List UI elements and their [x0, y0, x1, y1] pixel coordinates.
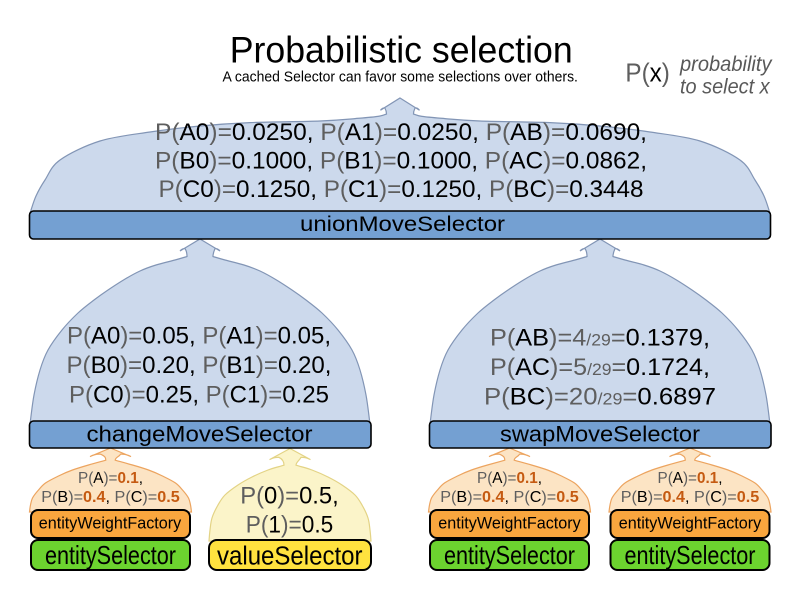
svg-text:entityWeightFactory: entityWeightFactory — [619, 514, 762, 532]
svg-text:P(B)=0.4, P(C)=0.5: P(B)=0.4, P(C)=0.5 — [621, 489, 760, 506]
svg-text:unionMoveSelector: unionMoveSelector — [300, 213, 505, 236]
svg-text:P(A0)=0.05, P(A1)=0.05,: P(A0)=0.05, P(A1)=0.05, — [67, 322, 331, 349]
svg-text:P(AB)=4/29=0.1379,: P(AB)=4/29=0.1379, — [490, 325, 710, 352]
svg-text:valueSelector: valueSelector — [217, 542, 363, 570]
svg-text:P(AC)=5/29=0.1724,: P(AC)=5/29=0.1724, — [490, 354, 710, 381]
svg-text:entitySelector: entitySelector — [625, 542, 756, 570]
svg-text:P(B)=0.4, P(C)=0.5: P(B)=0.4, P(C)=0.5 — [41, 489, 180, 506]
svg-text:P(x): P(x) — [625, 58, 670, 88]
svg-text:P(A)=0.1,: P(A)=0.1, — [78, 470, 143, 487]
svg-text:P(C0)=0.1250, P(C1)=0.1250, P(: P(C0)=0.1250, P(C1)=0.1250, P(BC)=0.3448 — [159, 176, 644, 203]
svg-text:entitySelector: entitySelector — [45, 542, 176, 570]
svg-text:P(A)=0.1,: P(A)=0.1, — [477, 470, 542, 487]
svg-text:swapMoveSelector: swapMoveSelector — [500, 422, 700, 447]
svg-text:Probabilistic selection: Probabilistic selection — [230, 30, 573, 71]
svg-text:P(BC)=20/29=0.6897: P(BC)=20/29=0.6897 — [484, 384, 716, 411]
svg-text:to select x: to select x — [680, 75, 771, 98]
svg-text:A cached Selector can favor so: A cached Selector can favor some selecti… — [222, 70, 578, 86]
svg-text:P(B0)=0.1000, P(B1)=0.1000, P(: P(B0)=0.1000, P(B1)=0.1000, P(AC)=0.0862… — [155, 148, 647, 175]
svg-text:P(A0)=0.0250, P(A1)=0.0250, P(: P(A0)=0.0250, P(A1)=0.0250, P(AB)=0.0690… — [155, 119, 647, 146]
svg-text:entitySelector: entitySelector — [444, 542, 575, 570]
svg-text:entityWeightFactory: entityWeightFactory — [438, 514, 581, 532]
svg-text:entityWeightFactory: entityWeightFactory — [39, 514, 182, 532]
svg-text:P(B)=0.4, P(C)=0.5: P(B)=0.4, P(C)=0.5 — [440, 489, 579, 506]
svg-text:probability: probability — [679, 53, 773, 76]
svg-text:P(B0)=0.20, P(B1)=0.20,: P(B0)=0.20, P(B1)=0.20, — [67, 352, 332, 379]
svg-text:P(A)=0.1,: P(A)=0.1, — [658, 470, 723, 487]
svg-text:P(1)=0.5: P(1)=0.5 — [246, 512, 334, 539]
svg-text:P(C0)=0.25, P(C1)=0.25: P(C0)=0.25, P(C1)=0.25 — [69, 381, 329, 408]
svg-text:P(0)=0.5,: P(0)=0.5, — [240, 483, 339, 510]
svg-text:changeMoveSelector: changeMoveSelector — [87, 422, 313, 447]
